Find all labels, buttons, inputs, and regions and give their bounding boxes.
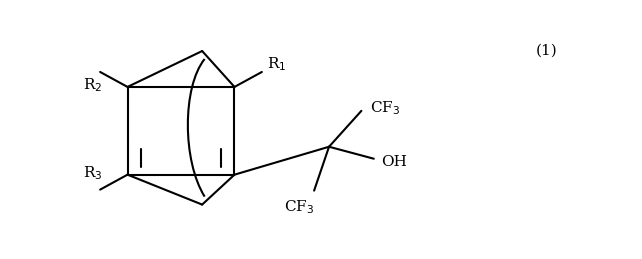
Text: R$_3$: R$_3$ (83, 164, 102, 182)
Text: OH: OH (381, 155, 407, 169)
Text: R$_2$: R$_2$ (83, 76, 102, 94)
Text: CF$_3$: CF$_3$ (284, 199, 315, 217)
Text: R$_1$: R$_1$ (267, 55, 286, 73)
Text: CF$_3$: CF$_3$ (370, 99, 400, 117)
Text: (1): (1) (536, 44, 558, 58)
